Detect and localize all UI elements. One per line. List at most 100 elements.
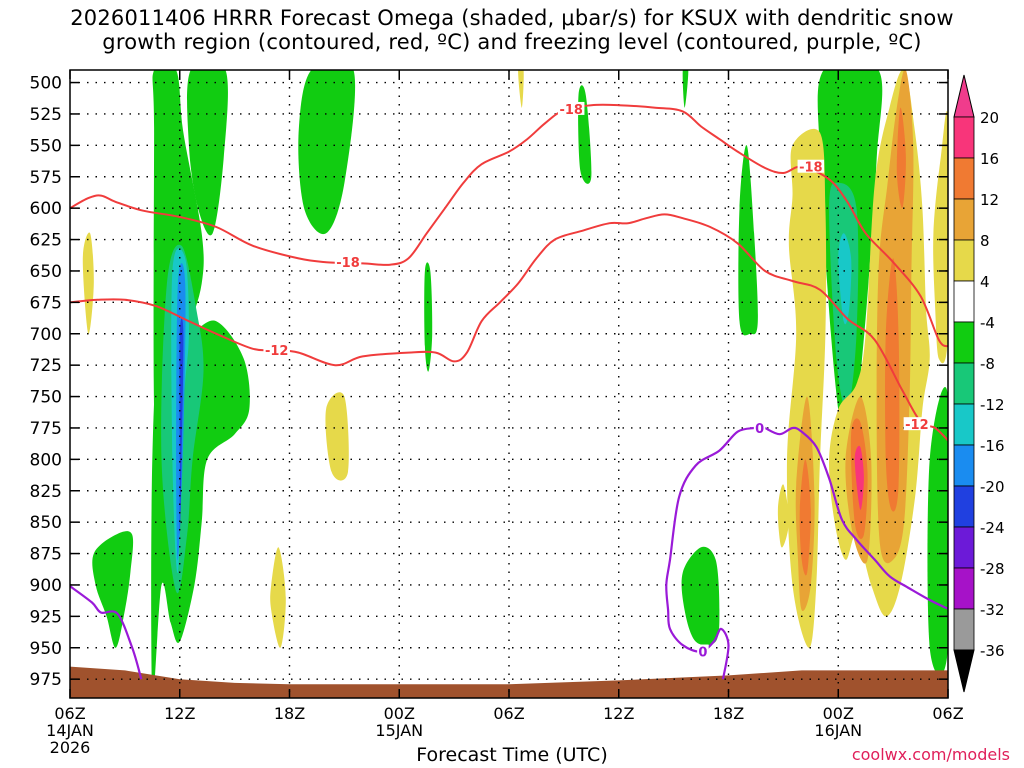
omega-region-9 [424,262,433,372]
dgz-contour-0 [70,213,948,442]
colorbar-band-1 [953,157,975,200]
omega-region-18 [82,232,94,335]
omega-region-32 [896,107,906,209]
colorbar-band-12 [953,608,975,651]
omega-region-7 [187,70,228,236]
colorbar-band-6 [953,362,975,405]
colorbar-band-4 [953,280,975,323]
dgz-label-4: -12 [905,418,929,433]
colorbar-label-1: 16 [980,150,999,168]
colorbar-band-5 [953,321,975,364]
dgz-label-4-bg [903,417,931,431]
freezing-contour-0 [70,585,143,680]
colorbar-label-2: 12 [980,191,999,209]
colorbar-label-13: -36 [980,642,1005,660]
contour-layer [70,103,948,680]
colorbar-band-0 [953,116,975,159]
x-tick-label-0: 06Z [54,704,85,723]
x-axis-title: Forecast Time (UTC) [416,744,608,766]
dgz-contour-1 [70,103,948,348]
omega-region-15 [838,233,852,325]
y-tick-label-650: 650 [30,262,62,282]
dgz-label-0-bg [263,343,290,357]
colorbar-label-4: 4 [980,273,990,291]
omega-region-31 [885,258,900,512]
y-tick-label-600: 600 [30,199,62,219]
colorbar-label-7: -12 [980,396,1005,414]
y-tick-label-800: 800 [30,450,62,470]
y-tick-label-700: 700 [30,325,62,345]
colorbar: 20 16 12 8 4 -4 -8 -12 -16 -20 -24 -28 -32 -36 [953,74,1005,693]
colorbar-bottom-arrow [953,649,975,693]
colorbar-band-10 [953,526,975,569]
x-tick-label-30: 12Z [603,704,634,723]
dgz-label-2: -18 [559,103,583,118]
freezing-label-1-bg [697,644,709,658]
y-tick-label-950: 950 [30,639,62,659]
dgz-label-2-bg [557,101,585,115]
chart-title-line-1: 2026011406 HRRR Forecast Omega (shaded, … [70,6,954,30]
y-tick-label-500: 500 [30,74,62,94]
freezing-contour-2 [665,426,755,680]
x-tick-label-6: 12Z [164,704,195,723]
y-tick-label-925: 925 [30,607,62,627]
y-tick-label-825: 825 [30,482,62,502]
freezing-label-0-bg [753,420,766,434]
omega-region-11 [682,70,689,108]
omega-region-12 [738,145,758,336]
omega-region-20 [270,547,286,648]
omega-region-19 [325,392,349,481]
y-tick-label-750: 750 [30,388,62,408]
x-tick-sublabel-18-0: 15JAN [375,721,423,740]
omega-region-6 [179,318,184,535]
colorbar-label-5: -4 [980,314,995,332]
x-tick-label-42: 00Z [823,704,854,723]
omega-region-22 [777,484,789,548]
dgz-label-3: -18 [799,161,823,176]
colorbar-label-0: 20 [980,109,999,127]
omega-region-2 [92,531,134,648]
colorbar-band-9 [953,485,975,528]
x-tick-sublabel-0-0: 14JAN [46,721,94,740]
x-tick-label-12: 18Z [274,704,305,723]
x-tick-label-36: 18Z [713,704,744,723]
omega-region-10 [578,85,592,184]
gridlines [70,70,948,698]
y-tick-label-875: 875 [30,545,62,565]
x-tick-sublabel-42-0: 16JAN [814,721,862,740]
colorbar-top-arrow [953,74,975,118]
y-tick-label-850: 850 [30,513,62,533]
x-tick-label-48: 06Z [932,704,963,723]
colorbar-band-2 [953,198,975,241]
dgz-label-3-bg [797,159,825,173]
colorbar-label-6: -8 [980,355,995,373]
colorbar-label-11: -28 [980,560,1005,578]
y-tick-label-975: 975 [30,670,62,690]
dgz-label-0: -12 [265,344,289,359]
y-tick-label-575: 575 [30,168,62,188]
colorbar-band-8 [953,444,975,487]
dgz-label-1-bg [334,255,362,269]
x-tick-sublabel-0-1: 2026 [50,738,91,757]
y-tick-label-900: 900 [30,576,62,596]
omega-region-29 [799,459,811,576]
colorbar-label-12: -32 [980,601,1005,619]
site-credit[interactable]: coolwx.com/models [851,745,1010,764]
omega-region-16 [681,546,720,646]
y-tick-label-725: 725 [30,356,62,376]
omega-region-33 [854,445,864,510]
colorbar-label-8: -16 [980,437,1005,455]
colorbar-label-9: -20 [980,478,1005,496]
omega-region-25 [933,111,948,364]
contour-labels: -12 -18 -18 -18 -12 0 0 [263,101,931,661]
omega-shading-layer [82,70,948,698]
colorbar-band-11 [953,567,975,610]
y-axis: 500 525 550 575 600 625 650 675 700 725 750 775 800 8… [30,74,948,690]
freezing-contour-1 [764,426,948,610]
y-tick-label-625: 625 [30,231,62,251]
colorbar-band-7 [953,403,975,446]
omega-region-21 [518,70,524,108]
chart-title-line-2: growth region (contoured, red, ºC) and f… [102,30,922,54]
freezing-label-0: 0 [755,422,764,437]
